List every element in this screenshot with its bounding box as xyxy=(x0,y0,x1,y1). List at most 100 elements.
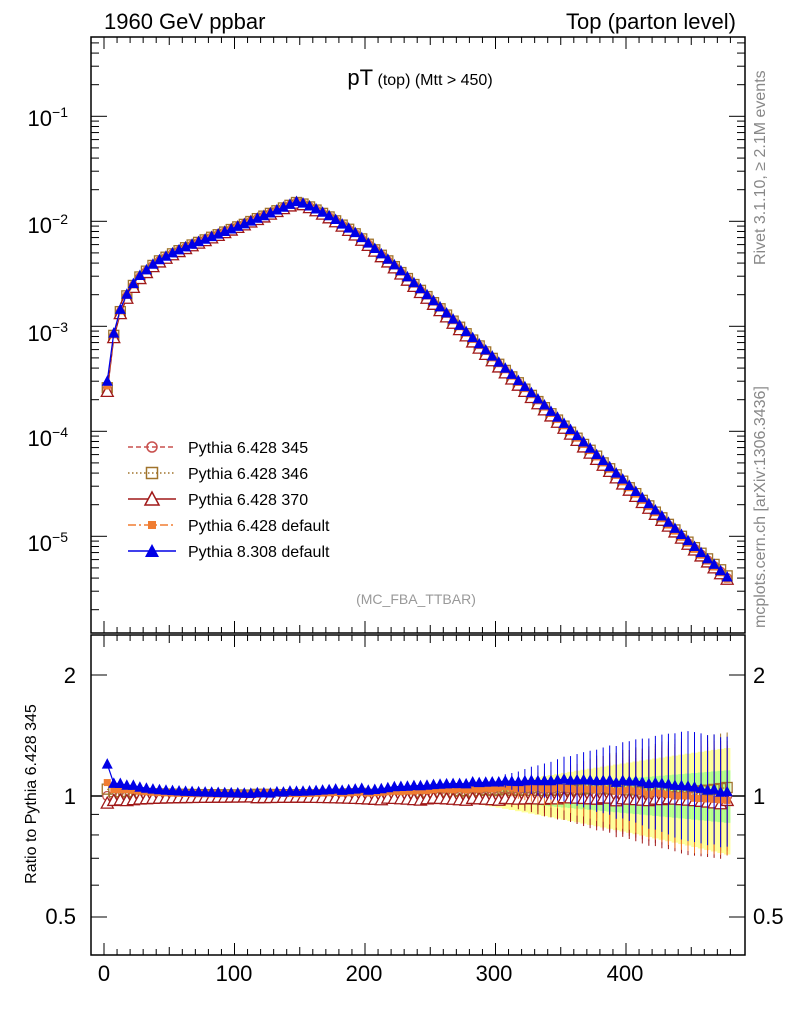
data-point-p8def xyxy=(675,528,687,540)
legend-entry-p346: Pythia 6.428 346 xyxy=(128,466,308,483)
ratio-tick-2-left: 2 xyxy=(64,663,76,688)
ratio-point-p8def xyxy=(721,785,733,797)
data-point-p8def xyxy=(127,277,139,289)
ratio-point-p6def xyxy=(462,786,470,794)
data-point-p8def xyxy=(695,546,707,558)
ratio-point-p6def xyxy=(423,787,431,795)
data-point-p8def xyxy=(349,226,361,238)
data-point-p6def xyxy=(103,382,111,390)
y-tick-label: 10−5 xyxy=(28,529,69,556)
ratio-tick-2-right: 2 xyxy=(753,663,765,688)
ratio-point-p8def xyxy=(708,783,720,794)
data-point-p8def xyxy=(356,231,368,243)
data-point-p8def xyxy=(375,247,387,259)
data-point-p8def xyxy=(199,233,211,244)
main-series-group xyxy=(100,195,735,585)
data-point-p8def xyxy=(630,485,642,497)
ratio-point-p8def xyxy=(630,774,642,786)
main-y-tick-labels: 10−1 10−2 10−3 10−4 10−5 xyxy=(28,104,69,556)
data-point-p8def xyxy=(591,448,603,460)
legend-entry-p370: Pythia 6.428 370 xyxy=(128,490,308,509)
main-plot-frame xyxy=(90,36,746,634)
ratio-point-p8def xyxy=(656,777,668,788)
data-point-p8def xyxy=(212,228,224,239)
x-tick-label: 300 xyxy=(476,961,513,986)
data-point-p8def xyxy=(290,195,302,207)
ratio-point-p8def xyxy=(584,774,596,785)
data-point-p8def xyxy=(506,368,518,379)
data-point-p8def xyxy=(414,282,426,294)
data-point-p8def xyxy=(702,552,714,564)
data-point-p8def xyxy=(160,250,172,261)
data-point-p8def xyxy=(277,201,289,212)
ratio-point-p6def xyxy=(103,779,111,787)
ratio-tick-1-left: 1 xyxy=(64,784,76,809)
ratio-point-p8def xyxy=(558,773,570,784)
ratio-tick-1-right: 1 xyxy=(753,784,765,809)
data-point-p8def xyxy=(134,269,146,280)
rivet-version-label: Rivet 3.1.10, ≥ 2.1M events xyxy=(752,70,769,265)
mcplots-label: mcplots.cern.ch [arXiv:1306.3436] xyxy=(752,386,769,628)
data-point-p8def xyxy=(323,209,335,221)
data-point-p8def xyxy=(238,217,250,229)
data-point-p8def xyxy=(447,313,459,324)
data-point-p8def xyxy=(578,436,590,447)
x-tick-label: 400 xyxy=(607,961,644,986)
data-point-p8def xyxy=(486,350,498,361)
data-point-p8def xyxy=(330,213,342,225)
data-point-p8def xyxy=(519,380,531,392)
data-point-p8def xyxy=(558,417,570,428)
data-point-p8def xyxy=(382,253,394,264)
data-point-p8def xyxy=(271,204,283,215)
data-point-p8def xyxy=(689,540,701,551)
ratio-point-p8def xyxy=(114,777,126,789)
data-point-p8def xyxy=(538,399,550,410)
plot-title: pT (top) (Mtt > 450) xyxy=(347,65,492,90)
x-tick-label: 0 xyxy=(98,961,110,986)
ratio-point-p8def xyxy=(617,774,629,785)
ratio-tick-05-right: 0.5 xyxy=(753,904,784,929)
data-point-p8def xyxy=(454,319,466,330)
ratio-tick-05-left: 0.5 xyxy=(45,904,76,929)
ratio-point-p8def xyxy=(636,775,648,787)
ratio-point-p8def xyxy=(689,781,701,792)
ratio-point-p6def xyxy=(410,787,418,795)
x-tick-labels: 0 100 200 300 400 xyxy=(98,961,643,986)
data-point-p8def xyxy=(460,325,472,337)
legend-entry-p345: Pythia 6.428 345 xyxy=(128,440,308,457)
ratio-series-group xyxy=(100,731,735,859)
data-point-p8def xyxy=(571,429,583,441)
y-tick-label: 10−3 xyxy=(28,319,69,346)
legend-entry-p6def: Pythia 6.428 default xyxy=(128,518,330,535)
y-tick-label: 10−1 xyxy=(28,104,69,131)
data-point-p8def xyxy=(114,303,126,314)
ratio-point-p6def xyxy=(116,786,124,794)
data-point-p8def xyxy=(715,564,727,576)
data-point-p8def xyxy=(532,393,544,404)
data-point-p8def xyxy=(662,516,674,527)
data-point-p8def xyxy=(643,497,655,509)
data-point-p8def xyxy=(428,294,440,306)
data-point-p8def xyxy=(617,473,629,484)
data-point-p8def xyxy=(610,467,622,478)
data-point-p8def xyxy=(649,504,661,515)
data-point-p8def xyxy=(565,423,577,435)
legend-label: Pythia 8.308 default xyxy=(188,544,330,561)
legend: Pythia 6.428 345 Pythia 6.428 346 Pythia… xyxy=(128,440,330,561)
data-point-p8def xyxy=(493,356,505,367)
data-point-p8def xyxy=(669,522,681,533)
axis-ticks xyxy=(91,37,745,955)
data-point-p8def xyxy=(721,570,733,582)
x-tick-label: 100 xyxy=(216,961,253,986)
ratio-point-p6def xyxy=(449,786,457,794)
data-point-p8def xyxy=(421,288,433,300)
data-point-p8def xyxy=(434,300,446,312)
data-point-p8def xyxy=(656,510,668,521)
data-point-p8def xyxy=(310,202,322,214)
ratio-point-p8def xyxy=(127,779,139,790)
data-point-p8def xyxy=(147,258,159,269)
data-point-p8def xyxy=(525,386,537,398)
data-point-p8def xyxy=(604,460,616,472)
ratio-point-p6def xyxy=(469,785,477,793)
